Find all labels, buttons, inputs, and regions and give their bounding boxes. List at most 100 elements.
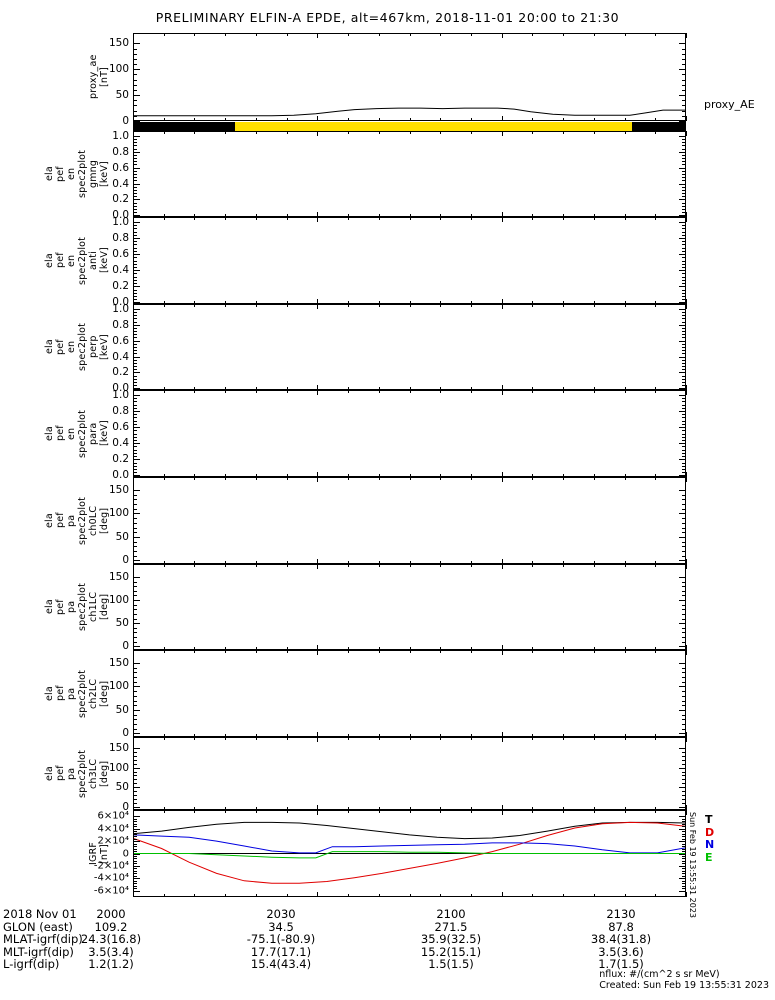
y-minor-tick (682, 795, 686, 796)
y-minor-tick (133, 799, 137, 800)
x-minor-tick (256, 301, 257, 304)
x-minor-tick (194, 561, 195, 564)
y-minor-tick (133, 605, 137, 606)
y-axis-label-pef-pa-ch3lc: ch3LC (88, 758, 99, 789)
x-minor-tick (287, 737, 288, 740)
y-axis-label-pef-en-anti: en (66, 254, 77, 267)
x-minor-tick (379, 734, 380, 737)
x-major-tick (502, 472, 503, 477)
x-major-tick (686, 892, 687, 897)
y-axis-label-pef-pa-ch1lc: pef (55, 599, 66, 615)
plot-panel-pef-pa-ch3lc (133, 737, 686, 810)
y-minor-tick (133, 779, 137, 780)
y-minor-tick (133, 331, 137, 332)
y-minor-tick (133, 360, 137, 361)
x-major-tick (133, 385, 134, 390)
y-minor-tick (682, 682, 686, 683)
y-major-tick (133, 577, 140, 578)
y-major-tick (133, 829, 140, 830)
y-minor-tick (682, 225, 686, 226)
y-tick-label-pef-pa-ch0lc: 50 (115, 530, 129, 543)
x-minor-tick (594, 647, 595, 650)
x-minor-tick (655, 118, 656, 121)
y-minor-tick (682, 834, 686, 835)
x-major-tick (133, 390, 134, 395)
y-minor-tick (682, 347, 686, 348)
x-minor-tick (410, 118, 411, 121)
y-minor-tick (682, 705, 686, 706)
x-minor-tick (655, 734, 656, 737)
y-minor-tick (133, 228, 137, 229)
y-minor-tick (133, 248, 137, 249)
x-minor-tick (410, 564, 411, 567)
annotation-value: 34.5 (268, 919, 294, 934)
x-minor-tick (532, 33, 533, 36)
x-major-tick (317, 477, 318, 482)
y-minor-tick (682, 164, 686, 165)
y-minor-tick (682, 54, 686, 55)
x-minor-tick (625, 301, 626, 304)
x-minor-tick (440, 390, 441, 393)
plot-panel-proxy-ae (133, 33, 686, 121)
y-minor-tick (133, 509, 137, 510)
x-minor-tick (225, 810, 226, 813)
y-major-tick (679, 623, 686, 624)
y-minor-tick (133, 551, 137, 552)
y-tick-label-igrf: -2×10⁴ (93, 860, 129, 872)
x-minor-tick (625, 387, 626, 390)
y-minor-tick (133, 495, 137, 496)
annotation-row: 2018 Nov 01 2000 2030 2100 2130 (3, 908, 773, 921)
y-major-tick (679, 270, 686, 271)
x-minor-tick (194, 301, 195, 304)
y-major-tick (679, 490, 686, 491)
y-major-tick (133, 168, 140, 169)
x-minor-tick (194, 564, 195, 567)
y-tick-label-pef-en-perp: 0.2 (112, 366, 129, 379)
x-minor-tick (655, 387, 656, 390)
y-tick-label-pef-en-anti: 0.2 (112, 280, 129, 293)
x-major-tick (686, 805, 687, 810)
y-minor-tick (133, 264, 137, 265)
y-minor-tick (682, 206, 686, 207)
y-minor-tick (682, 551, 686, 552)
y-major-tick (133, 411, 140, 412)
x-minor-tick (225, 561, 226, 564)
y-minor-tick (682, 586, 686, 587)
y-minor-tick (682, 826, 686, 827)
annotation-value: 2130 (606, 907, 636, 921)
x-minor-tick (287, 810, 288, 813)
x-minor-tick (256, 33, 257, 36)
plot-panel-pef-pa-ch0lc (133, 477, 686, 564)
x-minor-tick (225, 734, 226, 737)
x-minor-tick (348, 33, 349, 36)
y-major-tick (679, 95, 686, 96)
y-minor-tick (682, 328, 686, 329)
y-minor-tick (133, 408, 137, 409)
y-minor-tick (682, 609, 686, 610)
y-minor-tick (133, 350, 137, 351)
y-major-tick (679, 199, 686, 200)
annotation-value: 1.5(1.5) (428, 957, 474, 972)
y-minor-tick (133, 385, 137, 386)
y-minor-tick (133, 499, 137, 500)
y-minor-tick (682, 532, 686, 533)
x-minor-tick (655, 474, 656, 477)
y-minor-tick (133, 299, 137, 300)
y-minor-tick (133, 614, 137, 615)
annotation-value: 2000 (96, 907, 126, 921)
y-minor-tick (682, 363, 686, 364)
y-minor-tick (682, 212, 686, 213)
y-major-tick (133, 816, 140, 817)
data-trace-N (133, 834, 686, 854)
plot-panel-pef-en-perp (133, 304, 686, 390)
x-minor-tick (379, 807, 380, 810)
y-major-tick (133, 663, 140, 664)
x-major-tick (686, 390, 687, 395)
y-major-tick (679, 302, 686, 303)
y-minor-tick (133, 453, 137, 454)
y-major-tick (133, 537, 140, 538)
x-minor-tick (164, 214, 165, 217)
y-minor-tick (133, 225, 137, 226)
x-minor-tick (594, 894, 595, 897)
y-tick-label-pef-pa-ch3lc: 100 (108, 761, 129, 774)
